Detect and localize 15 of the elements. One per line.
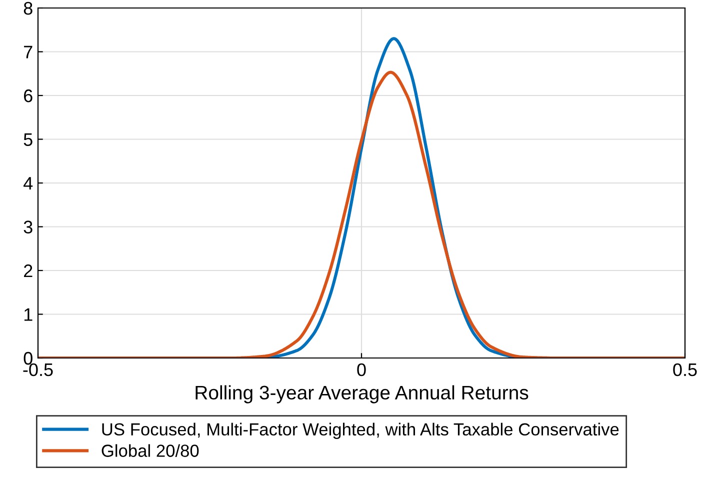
- x-axis-title: Rolling 3-year Average Annual Returns: [196, 385, 528, 404]
- y-tick-label: 8: [24, 2, 32, 15]
- x-tick-label: 0.5: [673, 363, 697, 376]
- y-tick-label: 7: [24, 46, 32, 58]
- x-tick-label: 0: [357, 363, 366, 376]
- y-tick-label: 4: [24, 177, 33, 190]
- y-tick-label: 0: [24, 352, 32, 365]
- legend-label: Global 20/80: [102, 444, 199, 457]
- x-tick-label: -0.5: [23, 363, 53, 376]
- y-tick-label: 6: [24, 89, 32, 102]
- y-tick-label: 1: [24, 308, 32, 321]
- y-tick-label: 2: [24, 264, 32, 278]
- y-tick-label: 5: [24, 133, 32, 146]
- y-tick-label: 3: [24, 220, 32, 234]
- legend-label: US Focused, Multi-Factor Weighted, with Alts Taxable Conservative: [102, 422, 619, 439]
